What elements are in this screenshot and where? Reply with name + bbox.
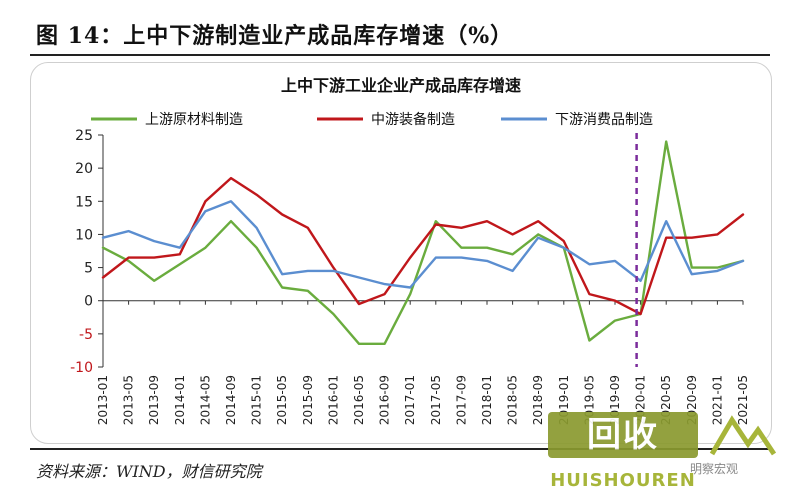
- x-tick-label: 2021-01: [710, 375, 724, 425]
- x-tick-label: 2013-05: [122, 375, 136, 425]
- y-tick-label: 20: [75, 161, 93, 177]
- y-tick-label: 5: [84, 261, 93, 277]
- legend-label: 下游消费品制造: [555, 112, 653, 128]
- x-tick-label: 2014-01: [173, 375, 187, 425]
- x-tick-label: 2015-01: [250, 375, 264, 425]
- x-tick-label: 2018-01: [480, 375, 494, 425]
- y-tick-label: 10: [75, 227, 93, 243]
- x-tick-label: 2014-05: [198, 375, 212, 425]
- x-tick-label: 2018-05: [506, 375, 520, 425]
- legend-label: 中游装备制造: [371, 111, 455, 128]
- x-tick-label: 2018-09: [531, 375, 545, 425]
- x-tick-label: 2014-09: [224, 375, 238, 425]
- x-tick-label: 2021-05: [736, 375, 750, 425]
- series-line: [101, 140, 745, 345]
- y-tick-label: -5: [79, 327, 93, 343]
- y-tick-label: 15: [75, 194, 93, 210]
- chart-legend: 上游原材料制造 中游装备制造 下游消费品制造: [91, 111, 653, 128]
- watermark-mark-icon: [709, 415, 777, 456]
- x-tick-label: 2016-01: [326, 375, 340, 425]
- x-tick-label: 2013-01: [96, 375, 110, 425]
- line-chart: 上中下游工业企业产成品库存增速 上游原材料制造 中游装备制造 下游消费品制造 252…: [70, 76, 750, 425]
- x-tick-label: 2016-05: [352, 375, 366, 425]
- y-tick-label: 0: [84, 294, 93, 310]
- x-tick-label: 2013-09: [147, 375, 161, 425]
- series-line: [101, 176, 745, 316]
- watermark-account: 明察宏观: [690, 462, 739, 476]
- x-tick-label: 2015-09: [301, 375, 315, 425]
- chart-title: 上中下游工业企业产成品库存增速: [281, 76, 521, 95]
- legend-label: 上游原材料制造: [145, 112, 243, 128]
- x-tick-label: 2017-05: [429, 375, 443, 425]
- chart-panel: 上中下游工业企业产成品库存增速 上游原材料制造 中游装备制造 下游消费品制造 25 2…: [30, 62, 772, 444]
- x-tick-label: 2016-09: [378, 375, 392, 425]
- x-tick-label: 2017-09: [454, 375, 468, 425]
- source-note: 资料来源：WIND，财信研究院: [36, 462, 262, 481]
- x-tick-label: 2017-01: [403, 375, 417, 425]
- figure-title: 图 14：上中下游制造业产成品库存增速（%）: [36, 23, 514, 49]
- y-tick-label: 25: [75, 128, 93, 144]
- x-tick-label: 2015-05: [275, 375, 289, 425]
- chart-series: [101, 140, 745, 345]
- bottom-rule: [30, 448, 770, 450]
- watermark-logo: 回收: [548, 412, 698, 458]
- top-rule: [30, 54, 770, 56]
- y-tick-label: -10: [70, 360, 93, 376]
- watermark-subtext: HUISHOUREN: [550, 470, 696, 491]
